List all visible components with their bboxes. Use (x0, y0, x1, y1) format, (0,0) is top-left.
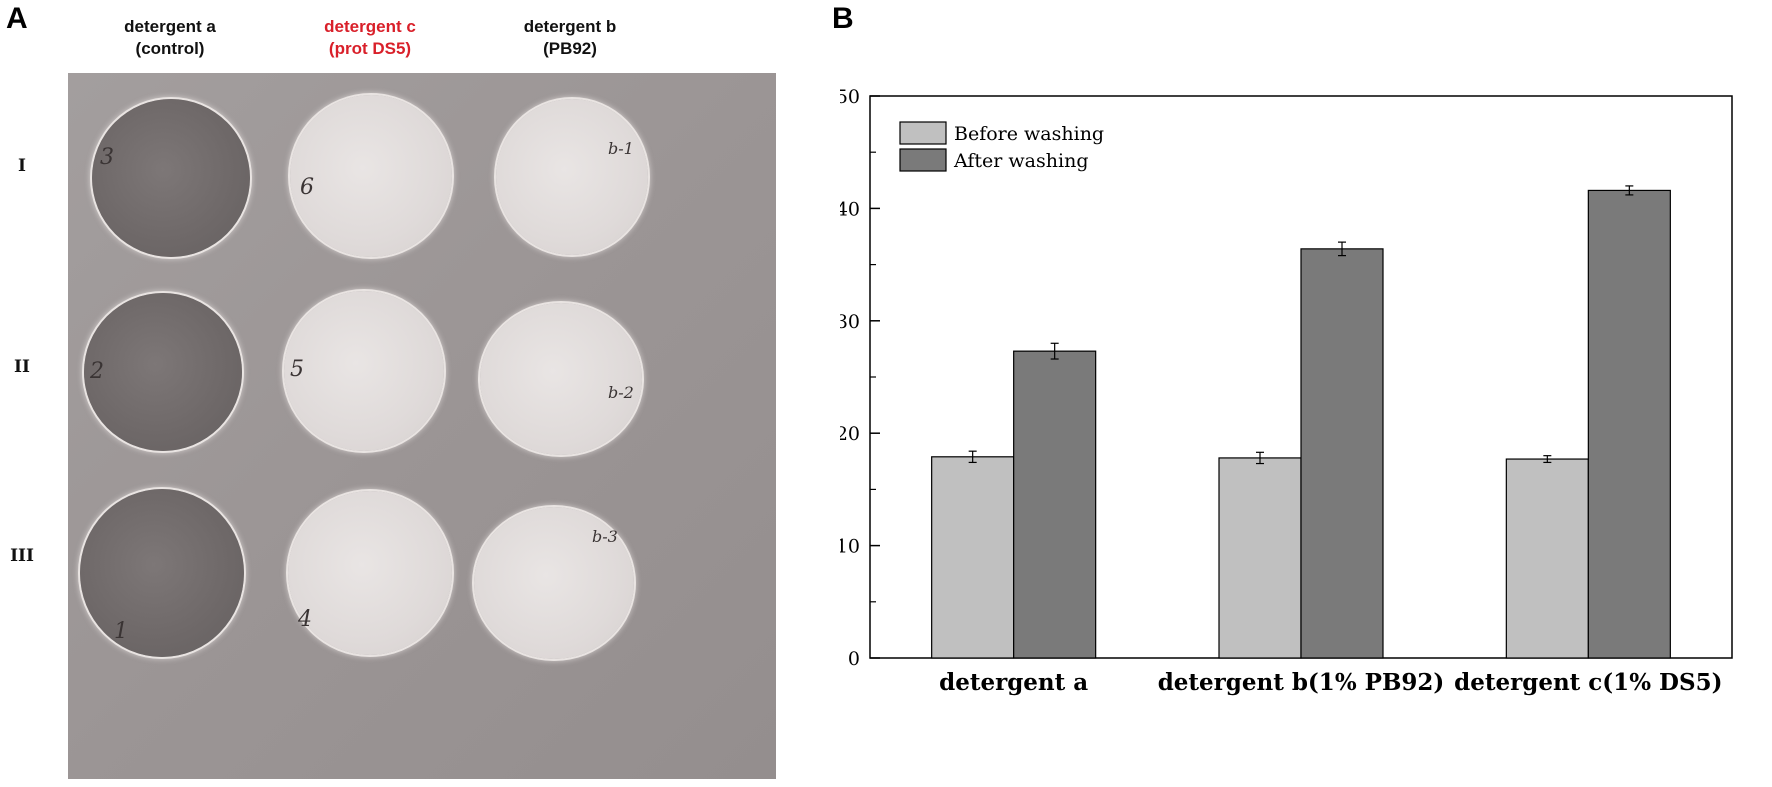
column-label-detergent-a: detergent a (control) (70, 16, 270, 60)
column-label-line2: (prot DS5) (328, 39, 412, 58)
x-category-label: detergent b(1% PB92) (1158, 669, 1445, 696)
y-tick-label: 20 (840, 423, 860, 445)
fabric-swatch-b-i: b-1 (496, 99, 648, 255)
row-label-iii: III (10, 546, 34, 566)
fabric-swatch-b-ii: b-2 (480, 303, 642, 455)
y-tick-label: 50 (840, 86, 860, 108)
fabric-swatch-a-i: 3 (92, 99, 250, 257)
column-label-line1: detergent c (324, 17, 416, 36)
plot-area: 01020304050witness valuedetergent adeter… (840, 86, 1733, 696)
y-tick-label: 10 (840, 536, 860, 558)
swatch-mark: 1 (114, 619, 128, 644)
swatch-mark: 2 (90, 359, 104, 384)
fabric-swatch-a-ii: 2 (84, 293, 242, 451)
y-tick-label: 0 (848, 648, 860, 670)
column-label-line1: detergent a (124, 17, 216, 36)
swatch-mark: 5 (290, 357, 304, 382)
fabric-swatch-c-iii: 4 (288, 491, 452, 655)
column-label-line2: (PB92) (543, 39, 597, 58)
row-label-ii: II (14, 357, 30, 377)
bar-before-washing (931, 456, 1015, 659)
column-label-detergent-b: detergent b (PB92) (470, 16, 670, 60)
panel-b-letter: B (832, 2, 854, 35)
fabric-swatch-photo: 3 6 b-1 2 5 b-2 1 4 b-3 (68, 73, 776, 779)
legend-label: After washing (953, 150, 1088, 172)
column-label-line2: (control) (135, 39, 205, 58)
x-category-label: detergent c(1% DS5) (1454, 669, 1722, 696)
y-tick-label: 30 (840, 311, 860, 333)
fabric-swatch-b-iii: b-3 (474, 507, 634, 659)
x-category-label: detergent a (939, 669, 1088, 696)
swatch-mark: b-2 (608, 383, 634, 402)
witness-value-bar-chart: 01020304050witness valuedetergent adeter… (840, 86, 1733, 696)
bar-after-washing (1587, 189, 1671, 659)
column-label-line1: detergent b (523, 17, 617, 36)
column-label-detergent-c: detergent c (prot DS5) (270, 16, 470, 60)
legend-label: Before washing (954, 123, 1104, 145)
panel-a-letter: A (6, 2, 28, 35)
legend-swatch (899, 121, 947, 145)
bar-before-washing (1505, 458, 1589, 659)
fabric-swatch-c-ii: 5 (284, 291, 444, 451)
swatch-mark: 6 (300, 175, 314, 200)
row-label-i: I (18, 156, 26, 176)
swatch-mark: 3 (100, 145, 114, 170)
bar-before-washing (1218, 457, 1302, 659)
fabric-swatch-c-i: 6 (290, 95, 452, 257)
fabric-swatch-a-iii: 1 (80, 489, 244, 657)
swatch-mark: b-3 (592, 527, 618, 546)
swatch-mark: b-1 (608, 139, 634, 158)
y-tick-label: 40 (840, 198, 860, 220)
swatch-mark: 4 (298, 607, 312, 632)
legend-swatch (899, 148, 947, 172)
bar-after-washing (1013, 350, 1097, 659)
bar-after-washing (1300, 248, 1384, 659)
